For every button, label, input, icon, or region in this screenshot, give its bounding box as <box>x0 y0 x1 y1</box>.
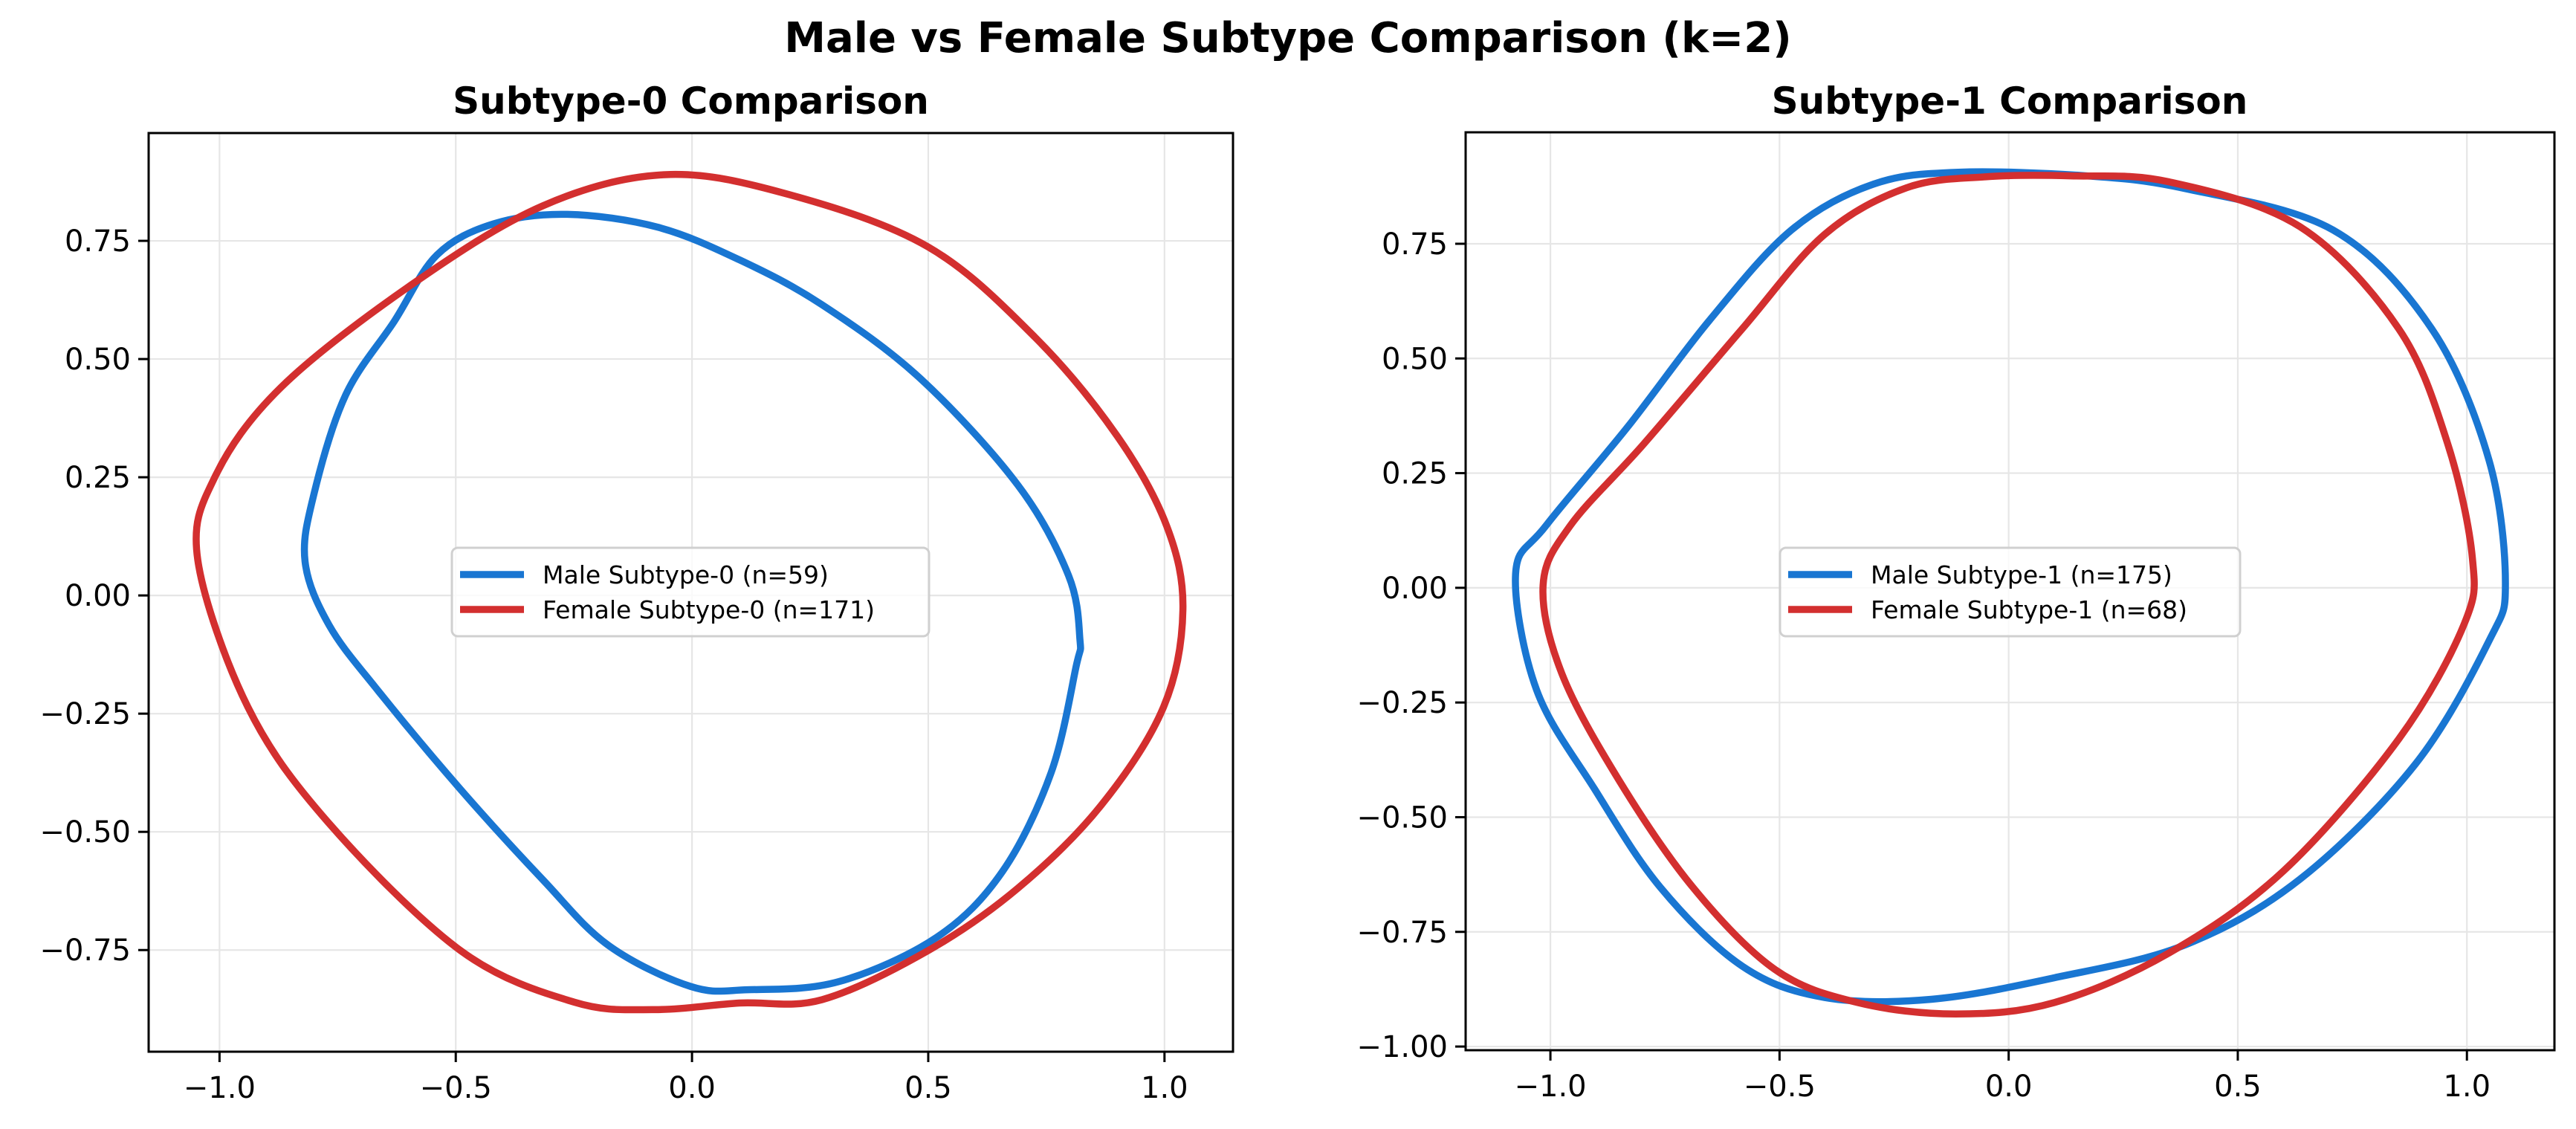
x-tick-label: 0.0 <box>1985 1070 2033 1104</box>
y-tick-label: −0.25 <box>1356 686 1448 720</box>
x-tick-label: 0.0 <box>668 1071 716 1105</box>
subplot-title: Subtype-1 Comparison <box>1772 80 2248 123</box>
female-curve <box>192 170 1187 1014</box>
y-tick-label: −0.75 <box>39 934 131 968</box>
legend-label-male: Male Subtype-1 (n=175) <box>1871 560 2172 589</box>
legend-label-female: Female Subtype-1 (n=68) <box>1871 595 2187 624</box>
curves <box>1512 168 2509 1018</box>
subplot-title: Subtype-0 Comparison <box>453 80 929 123</box>
x-tick-label: −0.5 <box>1744 1070 1816 1104</box>
x-tick-label: −1.0 <box>184 1071 256 1105</box>
y-tick-label: 0.75 <box>1382 227 1448 262</box>
axes-frame <box>1464 131 2556 1052</box>
legend: Male Subtype-0 (n=59) Female Subtype-0 (n… <box>450 546 931 638</box>
y-tick-label: −0.25 <box>39 697 131 731</box>
y-tick-label: 0.00 <box>65 579 131 613</box>
y-tick-label: 0.25 <box>65 461 131 495</box>
figure-suptitle: Male vs Female Subtype Comparison (k=2) <box>784 14 1792 62</box>
x-tick-label: 1.0 <box>1141 1071 1188 1105</box>
y-tick-label: 0.25 <box>1382 457 1448 491</box>
x-tick-label: 0.5 <box>2214 1070 2262 1104</box>
y-tick-label: −0.50 <box>1356 800 1448 835</box>
male-curve <box>1512 168 2509 1006</box>
y-tick-label: −0.50 <box>39 815 131 850</box>
legend-box <box>450 546 931 638</box>
legend: Male Subtype-1 (n=175) Female Subtype-1 (… <box>1779 546 2242 638</box>
x-tick-label: −1.0 <box>1514 1070 1586 1104</box>
ticks: −1.0 −0.5 0.0 0.5 1.0 −1.00 −0.75 −0.50 −0.25 0.0… <box>1356 227 2491 1104</box>
y-tick-label: −1.00 <box>1356 1030 1448 1064</box>
legend-label-male: Male Subtype-0 (n=59) <box>543 560 829 589</box>
curves <box>192 170 1187 1014</box>
male-curve <box>300 210 1084 995</box>
legend-label-female: Female Subtype-0 (n=171) <box>543 595 875 624</box>
y-tick-label: 0.75 <box>65 224 131 259</box>
y-tick-label: −0.75 <box>1356 916 1448 950</box>
y-tick-label: 0.00 <box>1382 572 1448 606</box>
ticks: −1.0 −0.5 0.0 0.5 1.0 −0.75 −0.50 −0.25 0.00 0.25… <box>39 224 1188 1105</box>
subplot-subtype-1: Subtype-1 Comparison −1.0 −0.5 0.0 0.5 1.0−1… <box>1356 80 2556 1104</box>
subplot-subtype-0: Subtype-0 Comparison −1.0 −0.5 0.0 0.5 1.0 −0… <box>39 80 1234 1105</box>
y-tick-label: 0.50 <box>65 343 131 377</box>
legend-box <box>1779 546 2242 638</box>
x-tick-label: 1.0 <box>2443 1070 2491 1104</box>
x-tick-label: 0.5 <box>904 1071 952 1105</box>
axes-frame <box>147 132 1234 1053</box>
x-tick-label: −0.5 <box>420 1071 492 1105</box>
female-curve <box>1539 172 2478 1018</box>
y-tick-label: 0.50 <box>1382 342 1448 376</box>
